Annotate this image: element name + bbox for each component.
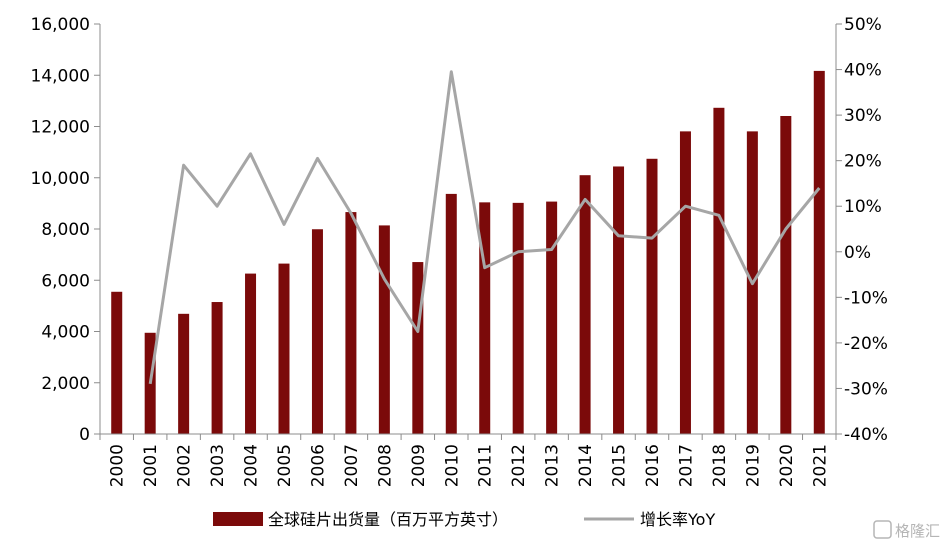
bar-2014 <box>579 175 591 434</box>
left-tick-label: 4,000 <box>41 323 90 343</box>
left-tick-label: 14,000 <box>31 66 90 86</box>
x-tick-label: 2019 <box>743 444 763 487</box>
right-tick-label: 50% <box>844 15 882 35</box>
right-tick-label: 40% <box>844 61 882 81</box>
bar-2002 <box>178 313 190 434</box>
x-tick-label: 2015 <box>610 444 630 487</box>
bar-2004 <box>245 273 257 434</box>
x-tick-label: 2002 <box>175 444 195 487</box>
legend-swatch-shipments <box>213 512 263 526</box>
growth-line <box>148 70 821 385</box>
bar-2005 <box>278 263 290 434</box>
bar-2010 <box>445 193 457 434</box>
x-tick-label: 2014 <box>576 444 596 487</box>
legend-label-shipments: 全球硅片出货量（百万平方英寸） <box>268 510 508 529</box>
x-tick-label: 2007 <box>342 444 362 487</box>
right-tick-label: -40% <box>844 425 888 445</box>
bar-series <box>111 70 825 435</box>
right-tick-label: 20% <box>844 152 882 172</box>
right-tick-label: 10% <box>844 197 882 217</box>
x-tick-label: 2021 <box>810 444 830 487</box>
x-tick-label: 2018 <box>710 444 730 487</box>
bar-2011 <box>479 202 491 434</box>
axes: 0 2,000 4,000 6,000 8,000 10,000 12,000 14,000 1… <box>31 15 888 487</box>
left-tick-label: 6,000 <box>41 271 90 291</box>
x-tick-label: 2001 <box>141 444 161 487</box>
x-tick-label: 2010 <box>442 444 462 487</box>
x-tick-label: 2009 <box>409 444 429 487</box>
bar-2017 <box>679 131 691 434</box>
legend-label-growth: 增长率YoY <box>640 510 715 529</box>
bar-2020 <box>780 115 792 435</box>
bar-2009 <box>412 262 424 434</box>
legend: 全球硅片出货量（百万平方英寸） 增长率YoY <box>213 510 715 529</box>
x-tick-label: 2000 <box>108 444 128 487</box>
bar-2006 <box>311 229 323 434</box>
left-tick-label: 2,000 <box>41 374 90 394</box>
x-tick-label: 2013 <box>543 444 563 487</box>
x-tick-label: 2017 <box>676 444 696 487</box>
watermark: 格隆汇 <box>873 520 940 540</box>
bar-2008 <box>378 225 390 434</box>
bar-2007 <box>345 212 357 434</box>
x-tick-label: 2011 <box>476 444 496 487</box>
bar-2021 <box>813 70 825 435</box>
bar-2018 <box>713 107 725 434</box>
x-tick-label: 2003 <box>208 444 228 487</box>
x-tick-label: 2004 <box>242 444 262 487</box>
watermark-logo-icon <box>873 520 892 539</box>
left-tick-label: 8,000 <box>41 220 90 240</box>
left-tick-label: 10,000 <box>31 169 90 189</box>
x-tick-label: 2020 <box>777 444 797 487</box>
growth-line-series <box>148 70 821 385</box>
right-tick-label: -10% <box>844 288 888 308</box>
right-tick-label: 30% <box>844 106 882 126</box>
x-tick-label: 2005 <box>275 444 295 487</box>
bar-2003 <box>211 302 223 434</box>
bar-2012 <box>512 202 524 434</box>
x-tick-label: 2006 <box>308 444 328 487</box>
left-tick-label: 16,000 <box>31 15 90 35</box>
bar-2015 <box>613 166 625 434</box>
x-tick-label: 2016 <box>643 444 663 487</box>
left-tick-label: 12,000 <box>31 118 90 138</box>
bar-2016 <box>646 158 658 434</box>
bar-2013 <box>546 201 558 434</box>
x-tick-label: 2008 <box>375 444 395 487</box>
x-tick-label: 2012 <box>509 444 529 487</box>
bar-2000 <box>111 291 123 434</box>
left-tick-label: 0 <box>79 425 90 445</box>
right-tick-label: 0% <box>844 243 871 263</box>
watermark-text: 格隆汇 <box>895 522 940 540</box>
right-tick-label: -20% <box>844 334 888 354</box>
right-tick-label: -30% <box>844 379 888 399</box>
